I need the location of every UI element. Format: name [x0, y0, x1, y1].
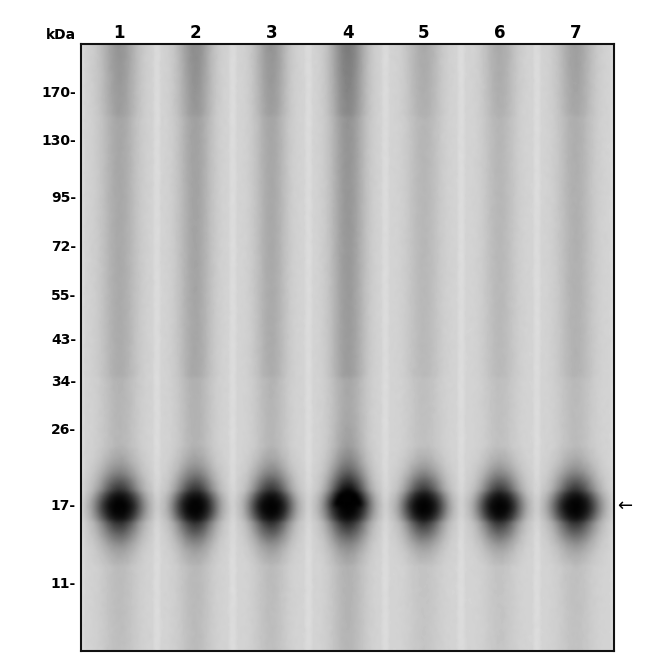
Text: 4: 4: [342, 23, 354, 42]
Text: 6: 6: [494, 23, 506, 42]
Text: 34-: 34-: [51, 375, 76, 389]
Text: 130-: 130-: [42, 134, 76, 148]
Text: kDa: kDa: [46, 28, 76, 42]
Text: 26-: 26-: [51, 423, 76, 437]
Text: 11-: 11-: [51, 577, 76, 591]
Text: 17-: 17-: [51, 499, 76, 513]
Text: 7: 7: [570, 23, 582, 42]
Text: ←: ←: [617, 497, 632, 515]
Text: 72-: 72-: [51, 240, 76, 254]
Text: 5: 5: [418, 23, 430, 42]
Text: 170-: 170-: [42, 86, 76, 100]
Text: 1: 1: [114, 23, 125, 42]
Text: 43-: 43-: [51, 333, 76, 347]
Text: 3: 3: [266, 23, 278, 42]
Text: 55-: 55-: [51, 289, 76, 303]
Text: 2: 2: [190, 23, 202, 42]
Text: 95-: 95-: [51, 191, 76, 205]
